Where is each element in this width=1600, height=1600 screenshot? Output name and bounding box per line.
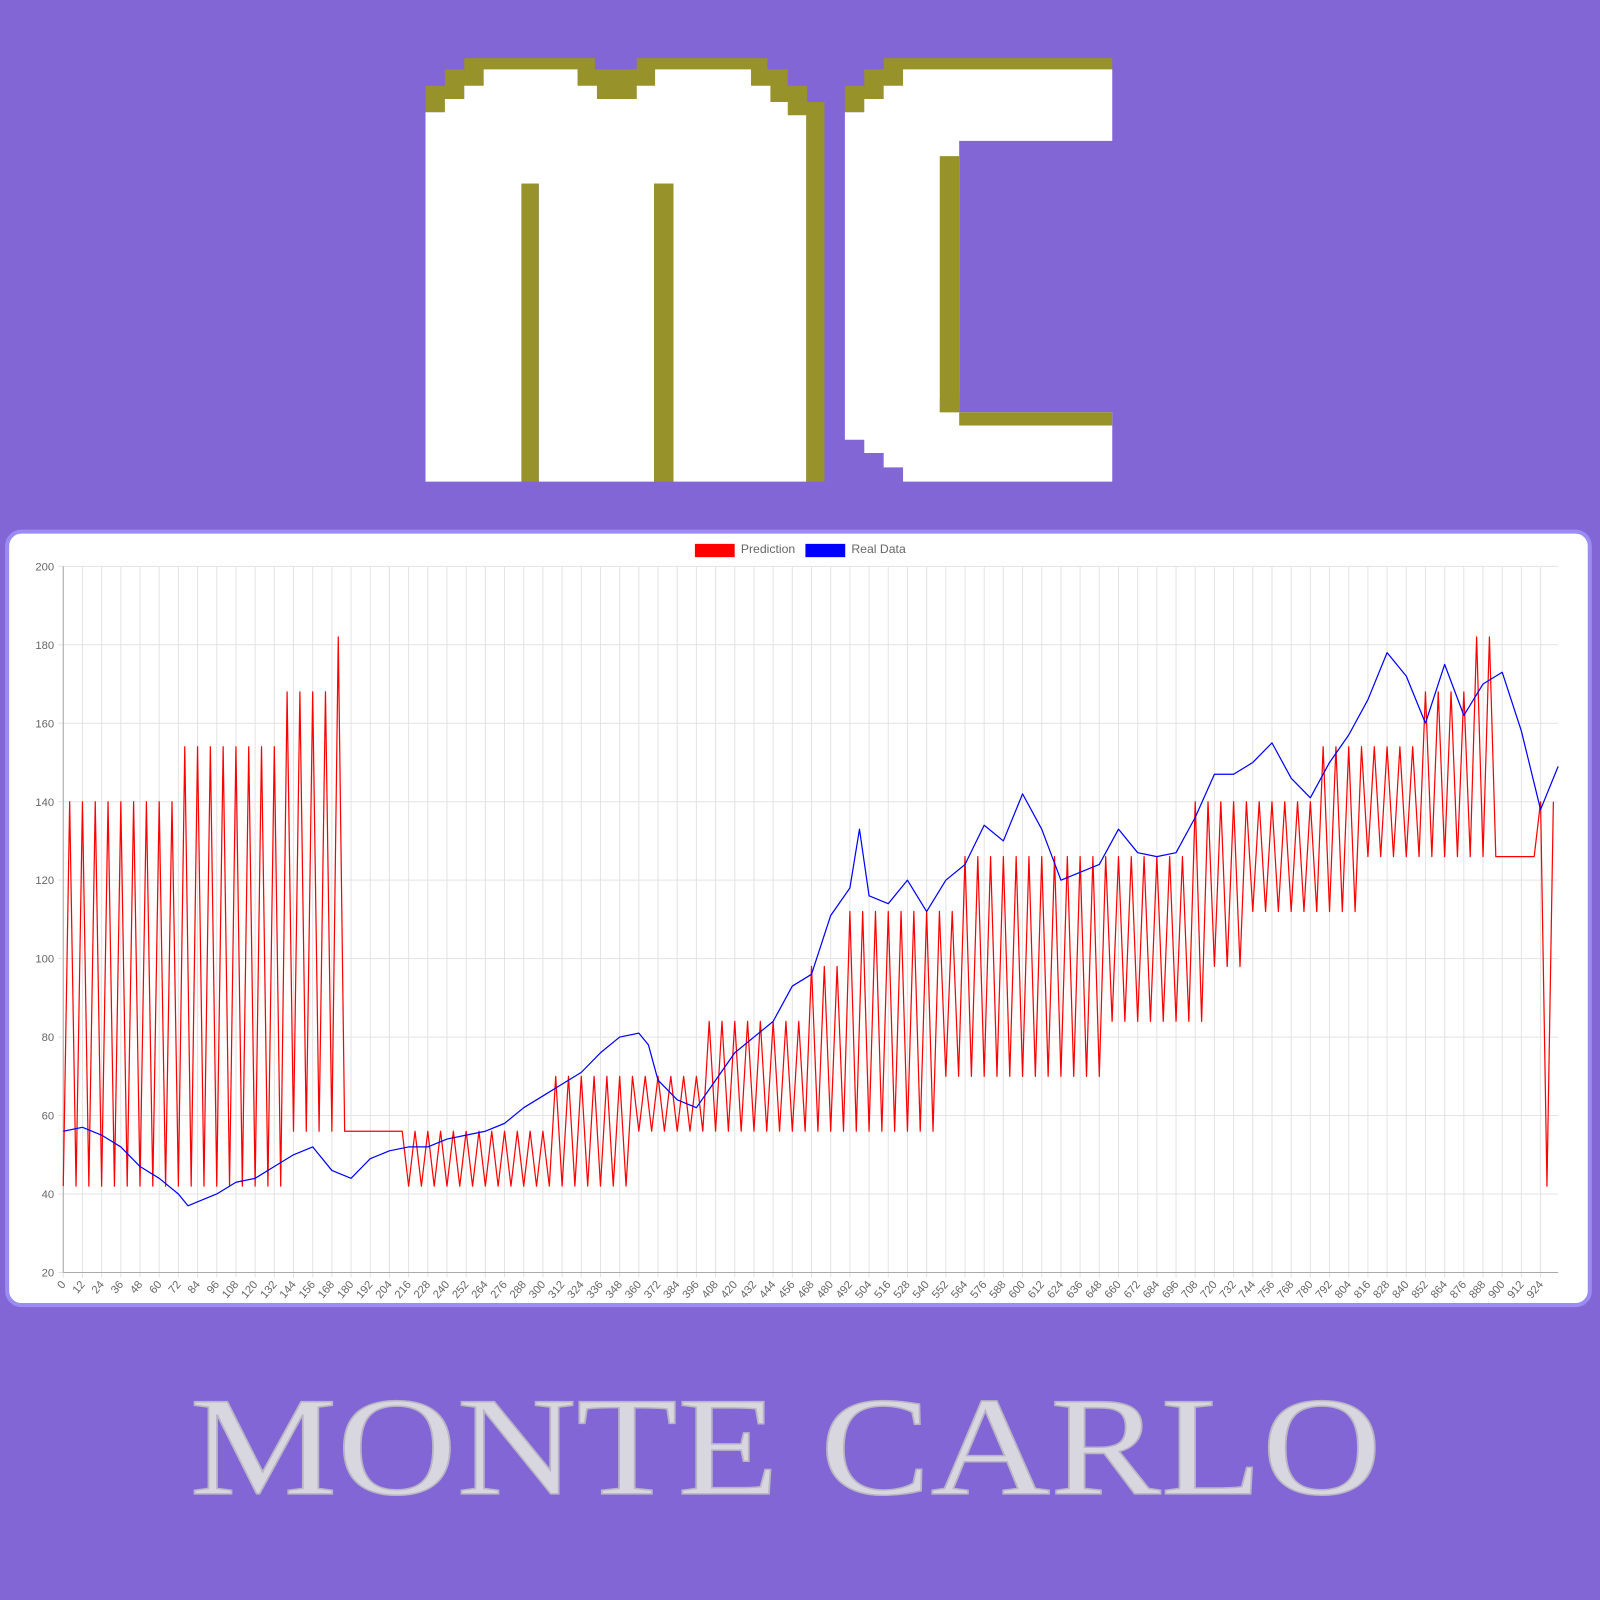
- y-tick-label: 80: [42, 1032, 54, 1044]
- legend-swatch: [805, 543, 846, 558]
- legend-swatch: [694, 543, 735, 558]
- y-tick-label: 200: [35, 561, 54, 573]
- page-title: MONTE CARLO: [190, 1370, 1382, 1525]
- y-tick-label: 60: [42, 1111, 54, 1123]
- y-tick-label: 140: [35, 797, 54, 809]
- legend-label: Real Data: [851, 542, 906, 556]
- y-tick-label: 180: [35, 640, 54, 652]
- chart-panel: [5, 529, 1592, 1308]
- y-tick-label: 20: [42, 1268, 54, 1280]
- series-line: [62, 636, 1554, 1187]
- y-tick-label: 100: [35, 954, 54, 966]
- y-tick-label: 120: [35, 875, 54, 887]
- y-tick-label: 160: [35, 718, 54, 730]
- legend-label: Prediction: [741, 542, 796, 556]
- series-line: [63, 652, 1559, 1207]
- logo: [425, 58, 1113, 482]
- y-tick-label: 40: [42, 1189, 54, 1201]
